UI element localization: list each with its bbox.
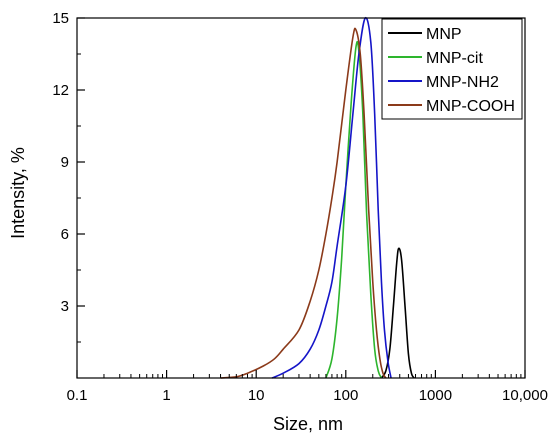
series-layer <box>220 17 415 379</box>
y-tick-label: 6 <box>61 226 69 243</box>
x-tick-label: 10 <box>248 387 265 404</box>
x-axis-title: Size, nm <box>273 414 343 434</box>
y-tick-label: 3 <box>61 298 69 315</box>
legend-box <box>381 18 523 120</box>
y-tick-label: 12 <box>52 82 69 99</box>
axes-layer: 0.1 1 10 100 1000 10,000 3 6 9 12 15 <box>52 10 548 404</box>
y-tick-label: 15 <box>52 10 69 27</box>
legend-label: MNP-NH2 <box>426 74 499 91</box>
y-tick-label: 9 <box>61 154 69 171</box>
y-axis-title: Intensity, % <box>8 147 28 239</box>
series-line-mnp-cit <box>325 40 383 379</box>
series-line-mnp <box>380 247 415 379</box>
legend-label: MNP <box>426 26 462 43</box>
series-line-mnp-cooh <box>220 27 387 379</box>
legend-label: MNP-COOH <box>426 98 515 115</box>
x-tick-label: 10,000 <box>502 387 548 404</box>
series-line-mnp-nh2 <box>271 17 392 379</box>
x-tick-label: 1000 <box>419 387 452 404</box>
x-tick-label: 0.1 <box>67 387 88 404</box>
x-tick-label: 100 <box>333 387 358 404</box>
legend-label: MNP-cit <box>426 50 483 67</box>
legend: MNP MNP-cit MNP-NH2 MNP-COOH <box>381 18 523 120</box>
x-tick-label: 1 <box>162 387 170 404</box>
